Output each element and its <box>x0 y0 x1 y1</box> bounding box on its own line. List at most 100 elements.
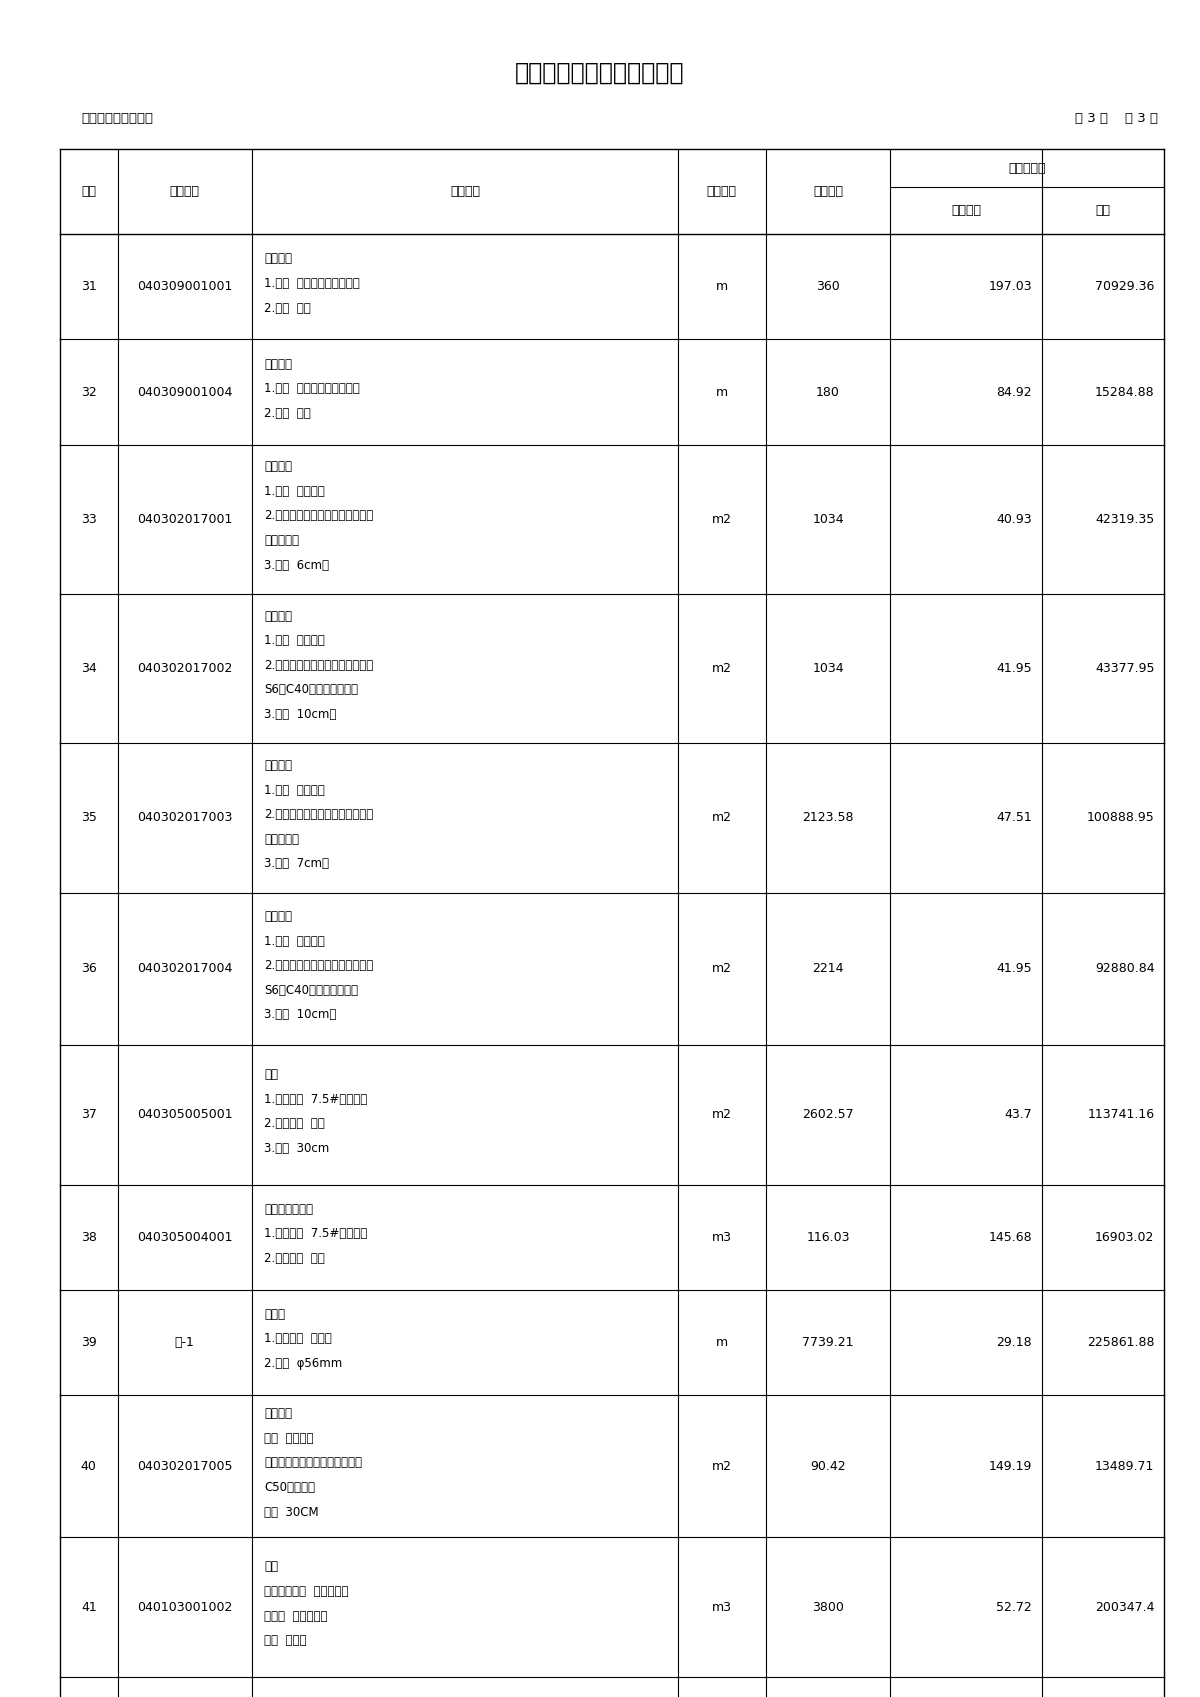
Text: 1.材质  不锈钢碳素钢复合管: 1.材质 不锈钢碳素钢复合管 <box>264 277 360 290</box>
Text: 47.51: 47.51 <box>996 811 1032 825</box>
Text: S6级C40泵送防水商品砼: S6级C40泵送防水商品砼 <box>264 984 358 996</box>
Text: 沥青混凝土: 沥青混凝土 <box>264 535 299 546</box>
Text: 第 3 页    共 3 页: 第 3 页 共 3 页 <box>1075 112 1158 126</box>
Text: 桥面铺装: 桥面铺装 <box>264 460 292 473</box>
Text: m2: m2 <box>712 1459 732 1473</box>
Text: 混凝土强度等级、石料最大粒径: 混凝土强度等级、石料最大粒径 <box>264 1456 362 1470</box>
Text: 1034: 1034 <box>812 512 844 526</box>
Text: 2.规格  见图: 2.规格 见图 <box>264 407 311 419</box>
Text: 1.部位  桥面铺装: 1.部位 桥面铺装 <box>264 635 325 647</box>
Text: 197.03: 197.03 <box>989 280 1032 294</box>
Text: 1.材料品种  波纹管: 1.材料品种 波纹管 <box>264 1332 331 1346</box>
Text: 桥面铺装: 桥面铺装 <box>264 609 292 623</box>
Text: 040103001002: 040103001002 <box>137 1600 233 1614</box>
Text: 2.规格  见图: 2.规格 见图 <box>264 302 311 314</box>
Text: 7739.21: 7739.21 <box>803 1336 853 1349</box>
Text: 2214: 2214 <box>812 962 844 976</box>
Text: C50钢纤维砼: C50钢纤维砼 <box>264 1481 314 1493</box>
Text: 3.厚度  30cm: 3.厚度 30cm <box>264 1142 329 1156</box>
Text: 1.材料品种  7.5#砂浆片石: 1.材料品种 7.5#砂浆片石 <box>264 1227 367 1241</box>
Text: 合价: 合价 <box>1096 204 1110 217</box>
Text: 180: 180 <box>816 385 840 399</box>
Text: 项目名称: 项目名称 <box>450 185 480 199</box>
Text: 挡墙混凝土压顶: 挡墙混凝土压顶 <box>264 1203 313 1215</box>
Text: 040309001004: 040309001004 <box>137 385 233 399</box>
Text: 3.厚度  6cm厚: 3.厚度 6cm厚 <box>264 558 329 572</box>
Text: 41.95: 41.95 <box>996 962 1032 976</box>
Text: 1.材料品种  7.5#砂浆片石: 1.材料品种 7.5#砂浆片石 <box>264 1093 367 1106</box>
Text: m3: m3 <box>712 1600 732 1614</box>
Text: 项目编码: 项目编码 <box>170 185 199 199</box>
Text: 2.规格  φ56mm: 2.规格 φ56mm <box>264 1358 342 1369</box>
Text: 100888.95: 100888.95 <box>1087 811 1154 825</box>
Text: 31: 31 <box>80 280 97 294</box>
Text: 36: 36 <box>80 962 97 976</box>
Text: m2: m2 <box>712 811 732 825</box>
Text: m2: m2 <box>712 1108 732 1122</box>
Text: 040302017003: 040302017003 <box>137 811 233 825</box>
Text: 填方: 填方 <box>264 1560 278 1573</box>
Text: 43.7: 43.7 <box>1004 1108 1032 1122</box>
Text: 3.厚度  10cm厚: 3.厚度 10cm厚 <box>264 708 336 721</box>
Text: 金属栏杆: 金属栏杆 <box>264 358 292 370</box>
Text: 3.厚度  10cm厚: 3.厚度 10cm厚 <box>264 1008 336 1022</box>
Text: 1.部位  桥面铺装: 1.部位 桥面铺装 <box>264 784 325 796</box>
Text: 工程名称：某城市桥: 工程名称：某城市桥 <box>82 112 154 126</box>
Text: m2: m2 <box>712 662 732 675</box>
Text: 2.结构形式  护脚: 2.结构形式 护脚 <box>264 1252 325 1264</box>
Text: 厚度  30CM: 厚度 30CM <box>264 1505 319 1519</box>
Text: 70929.36: 70929.36 <box>1096 280 1154 294</box>
Text: 金属栏杆: 金属栏杆 <box>264 253 292 265</box>
Text: 84.92: 84.92 <box>996 385 1032 399</box>
Text: 43377.95: 43377.95 <box>1094 662 1154 675</box>
Text: 1.部位  桥面铺装: 1.部位 桥面铺装 <box>264 935 325 947</box>
Text: 360: 360 <box>816 280 840 294</box>
Text: 桥面铺装: 桥面铺装 <box>264 1407 292 1420</box>
Text: 41: 41 <box>80 1600 97 1614</box>
Text: 工程数量: 工程数量 <box>814 185 842 199</box>
Text: 填方材料品种  透水砂性土: 填方材料品种 透水砂性土 <box>264 1585 348 1599</box>
Text: 2.结构形式  护坡: 2.结构形式 护坡 <box>264 1117 325 1130</box>
Text: 113741.16: 113741.16 <box>1087 1108 1154 1122</box>
Text: 计量单位: 计量单位 <box>707 185 737 199</box>
Text: 34: 34 <box>80 662 97 675</box>
Text: m: m <box>715 1336 728 1349</box>
Text: 13489.71: 13489.71 <box>1096 1459 1154 1473</box>
Text: 38: 38 <box>80 1230 97 1244</box>
Text: 沥青混凝土: 沥青混凝土 <box>264 833 299 845</box>
Text: 52.72: 52.72 <box>996 1600 1032 1614</box>
Text: S6级C40泵送防水商品砼: S6级C40泵送防水商品砼 <box>264 684 358 696</box>
Text: 149.19: 149.19 <box>989 1459 1032 1473</box>
Text: 200347.4: 200347.4 <box>1094 1600 1154 1614</box>
Text: 33: 33 <box>80 512 97 526</box>
Text: 040302017005: 040302017005 <box>137 1459 233 1473</box>
Text: 桥面铺装: 桥面铺装 <box>264 759 292 772</box>
Text: 3.厚度  7cm厚: 3.厚度 7cm厚 <box>264 857 329 871</box>
Text: 040305005001: 040305005001 <box>137 1108 233 1122</box>
Text: m3: m3 <box>712 1230 732 1244</box>
Text: 15284.88: 15284.88 <box>1094 385 1154 399</box>
Text: 序号: 序号 <box>82 185 96 199</box>
Text: 分部分项工程量清单计价表: 分部分项工程量清单计价表 <box>515 61 685 85</box>
Text: 040305004001: 040305004001 <box>137 1230 233 1244</box>
Text: 16903.02: 16903.02 <box>1096 1230 1154 1244</box>
Text: 部位  伸缩缝处: 部位 伸缩缝处 <box>264 1432 313 1444</box>
Text: 35: 35 <box>80 811 97 825</box>
Text: 90.42: 90.42 <box>810 1459 846 1473</box>
Text: 92880.84: 92880.84 <box>1094 962 1154 976</box>
Text: 040302017002: 040302017002 <box>137 662 233 675</box>
Text: 37: 37 <box>80 1108 97 1122</box>
Text: 040302017001: 040302017001 <box>137 512 233 526</box>
Text: 桥面铺装: 桥面铺装 <box>264 910 292 923</box>
Text: 40.93: 40.93 <box>996 512 1032 526</box>
Text: 综合单价: 综合单价 <box>950 204 982 217</box>
Text: 116.03: 116.03 <box>806 1230 850 1244</box>
Text: 部位  桥台后: 部位 桥台后 <box>264 1634 306 1648</box>
Text: m2: m2 <box>712 962 732 976</box>
Text: 3800: 3800 <box>812 1600 844 1614</box>
Text: 040309001001: 040309001001 <box>137 280 233 294</box>
Text: 1034: 1034 <box>812 662 844 675</box>
Text: 41.95: 41.95 <box>996 662 1032 675</box>
Text: 40: 40 <box>80 1459 97 1473</box>
Text: 1.部位  桥面铺装: 1.部位 桥面铺装 <box>264 485 325 497</box>
